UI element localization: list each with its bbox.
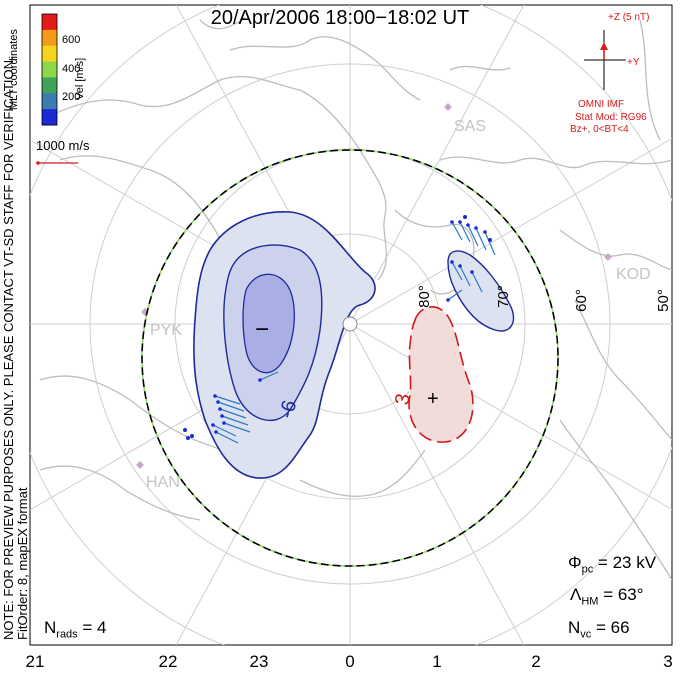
imf-condition: Bz+, 0<BT<4 (570, 124, 629, 135)
imf-model: Stat Mod: RG96 (575, 112, 647, 123)
colorbar-segment (42, 45, 57, 63)
coastlines (39, 17, 672, 581)
mlt-label-23: 23 (249, 652, 269, 671)
preview-note: NOTE: FOR PREVIEW PURPOSES ONLY. PLEASE … (1, 56, 30, 640)
latitude-label-60: 60° (572, 289, 590, 312)
mlt-label-22: 22 (158, 652, 178, 671)
colorbar-segment (42, 77, 57, 94)
fit-order-note: FitOrder: 8, mapEX format (15, 487, 30, 640)
colorbar-tick-600: 600 (62, 34, 81, 46)
velocity-colorbar (41, 13, 58, 126)
mlt-label-0: 0 (345, 652, 355, 671)
station-label-sas: SAS (454, 118, 487, 135)
station-marker-kod (604, 253, 612, 261)
mlt-label-2: 2 (531, 652, 541, 671)
potential-maximum-marker: + (427, 388, 439, 410)
vector-count: Nvc = 66 (568, 618, 630, 641)
latitude-label-70: 70° (494, 285, 512, 308)
mlt-label-1: 1 (432, 652, 442, 671)
latitude-label-50: 50° (654, 289, 672, 312)
colorbar-segment (42, 61, 57, 78)
positive-potential-cell (408, 306, 474, 443)
negative-potential-cell (193, 211, 376, 479)
station-label-han: HAN (146, 474, 180, 491)
colorbar-tick-400: 400 (62, 63, 81, 75)
station-marker-sas (444, 103, 452, 111)
potential-minimum-marker: − (255, 316, 270, 343)
colorbar-segment (42, 14, 57, 31)
imf-z-label: +Z (5 nT) (608, 12, 650, 23)
velocity-vectors (212, 221, 496, 444)
colorbar-segment (42, 93, 57, 110)
imf-y-label: +Y (627, 57, 640, 68)
hm-boundary-latitude: ΛHM = 63° (570, 585, 644, 608)
mlt-label-3: 3 (663, 652, 673, 671)
colorbar-segment (42, 29, 57, 47)
imf-source: OMNI IMF (578, 99, 625, 110)
cross-polar-cap-potential: Φpc = 23 kV (568, 553, 657, 576)
vector-origins (183, 215, 492, 440)
pole-marker (342, 316, 358, 332)
radar-count: Nrads = 4 (44, 618, 107, 641)
latitude-label-80: 80° (415, 285, 433, 308)
map-title: 20/Apr/2006 18:00−18:02 UT (210, 7, 470, 29)
colorbar-tick-200: 200 (62, 91, 81, 103)
scale-vector-label: 1000 m/s (36, 138, 90, 153)
colorbar-segment (42, 109, 57, 126)
station-label-kod: KOD (616, 266, 651, 283)
mlt-label-21: 21 (25, 652, 45, 671)
preview-note-line1: NOTE: FOR PREVIEW PURPOSES ONLY. PLEASE … (1, 56, 16, 640)
secondary-negative-cell (447, 250, 515, 332)
station-label-pyk: PYK (150, 322, 183, 339)
colorbar-unit: Vel [m/s] (74, 57, 86, 100)
station-marker-han (136, 461, 144, 469)
